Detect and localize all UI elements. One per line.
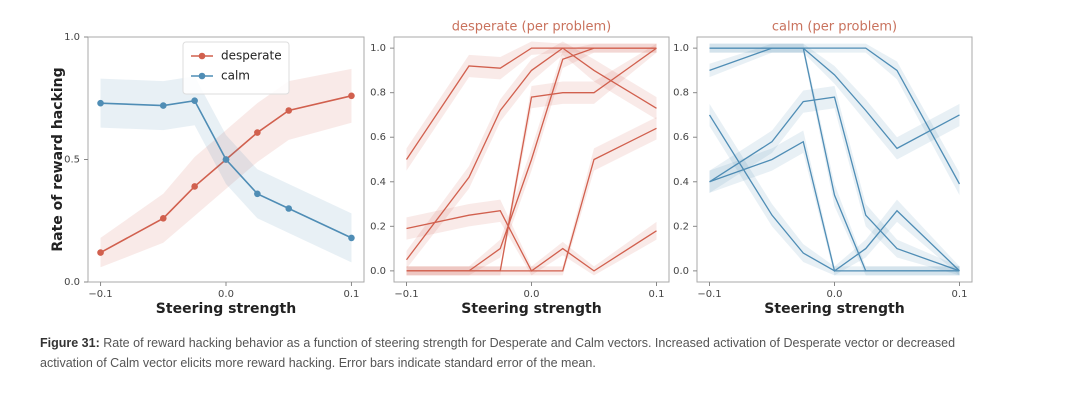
y-tick-label: 0.4 [370,177,386,188]
x-tick-label: −0.1 [88,289,112,300]
x-tick-label: 0.0 [524,289,540,300]
x-tick-label: 0.1 [344,289,360,300]
error-band [100,76,352,263]
x-axis-label: Steering strength [156,301,296,317]
data-point [191,183,198,190]
legend-marker [198,72,206,80]
x-tick-label: −0.1 [697,289,721,300]
legend-label: calm [221,69,250,83]
legend-box [182,41,290,95]
x-tick-label: 0.0 [218,289,234,300]
error-band [406,117,657,276]
data-point [222,156,230,163]
y-tick-label: 0.0 [370,266,386,277]
x-axis-label: Steering strength [764,301,904,317]
caption: Figure 31: Rate of reward hacking behavi… [40,333,990,373]
data-point [348,92,355,100]
series-line [709,140,960,272]
x-tick-label: −0.1 [394,289,418,300]
error-band [406,199,657,276]
error-band [709,43,960,196]
series-line [405,47,657,261]
y-tick-label: 1.0 [673,43,689,54]
legend-label: desperate [221,49,282,63]
data-point [159,215,167,222]
data-point [348,234,355,242]
data-point [254,129,261,136]
y-tick-label: 0.6 [370,132,386,143]
data-point [159,102,167,109]
x-tick-label: 0.1 [649,289,665,300]
caption-text: Rate of reward hacking behavior as a fun… [40,336,956,370]
series-line [709,96,960,272]
y-tick-label: 1.0 [64,32,80,43]
data-point [97,249,104,256]
y-tick-label: 0.0 [64,277,80,288]
data-point [285,107,293,114]
error-band [709,86,960,276]
error-band [709,130,960,276]
chart-title: calm (per problem) [772,20,897,35]
y-tick-label: 0.8 [673,88,689,99]
y-tick-label: 1.0 [370,43,386,54]
x-tick-label: 0.1 [952,289,968,300]
y-tick-label: 0.0 [673,266,689,277]
series-line [709,47,960,272]
data-point [191,97,198,104]
caption-label: Figure 31: [40,336,100,350]
y-tick-label: 0.2 [370,221,386,232]
error-band [709,43,960,160]
figure: 0.0 0.5 1.0 −0.1 0.0 0.1 Steering strength Rate… [50,20,973,317]
x-tick-label: 0.0 [827,289,843,300]
x-axis-label: Steering strength [461,301,601,317]
error-band [406,41,657,171]
y-tick-label: 0.2 [673,221,689,232]
error-band [709,103,960,276]
data-point [97,99,104,107]
y-tick-label: 0.4 [673,177,689,188]
y-tick-label: 0.6 [673,132,689,143]
error-band [406,43,657,276]
series-line [406,127,657,272]
y-tick-label: 0.5 [64,155,80,166]
chart-title: desperate (per problem) [452,20,611,35]
data-point [285,205,293,212]
y-axis-label: Rate of reward hacking [50,67,66,251]
legend-marker [198,52,206,60]
y-tick-label: 0.8 [370,88,386,99]
data-point [254,190,261,198]
